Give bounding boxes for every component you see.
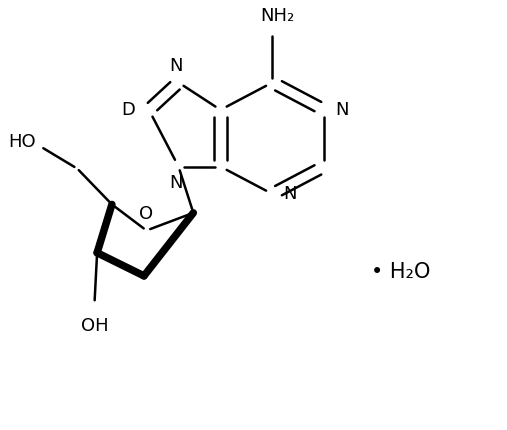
Text: N: N <box>283 185 297 203</box>
Text: HO: HO <box>8 133 35 151</box>
Text: • H₂O: • H₂O <box>371 262 430 282</box>
Text: N: N <box>169 174 183 192</box>
Text: OH: OH <box>81 317 108 335</box>
Text: N: N <box>169 57 183 75</box>
Text: NH₂: NH₂ <box>260 6 295 25</box>
Text: N: N <box>335 101 348 119</box>
Text: O: O <box>139 205 154 223</box>
Text: D: D <box>121 101 135 119</box>
